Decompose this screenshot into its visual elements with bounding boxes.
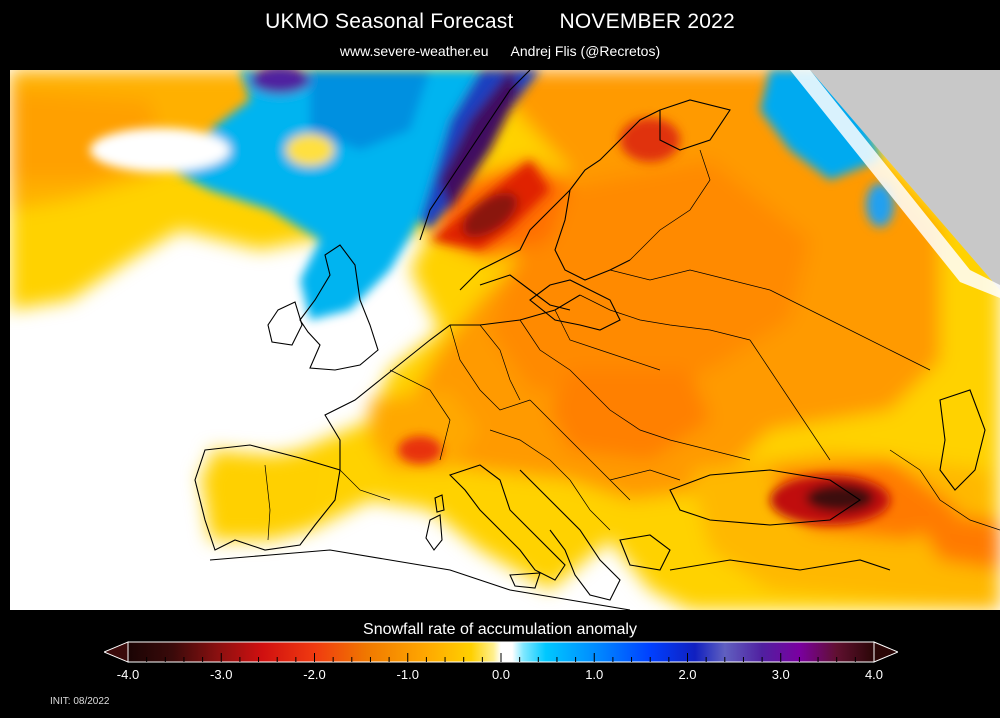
map-canvas (10, 70, 1000, 610)
author-credit: Andrej Flis (@Recretos) (510, 43, 661, 59)
no-data-region (810, 70, 1000, 290)
colorbar-tick-label: -1.0 (396, 667, 419, 682)
anomaly-map (10, 70, 1000, 610)
colorbar-ticks (146, 653, 856, 662)
colorbar-tick-label: -3.0 (210, 667, 233, 682)
header: UKMO Seasonal Forecast NOVEMBER 2022 www.… (0, 0, 1000, 70)
colorbar-tick-label: 3.0 (771, 667, 790, 682)
colorbar-min-arrow (104, 641, 129, 663)
colorbar-tick-label: 2.0 (678, 667, 697, 682)
colorbar-tick-label: 0.0 (491, 667, 511, 682)
colorbar-tick-label: 4.0 (864, 667, 884, 682)
forecast-period: NOVEMBER 2022 (559, 10, 735, 33)
colorbar-tick-label: -4.0 (116, 667, 140, 682)
website-credit: www.severe-weather.eu (339, 43, 489, 59)
colorbar-tick-label: -2.0 (303, 667, 326, 682)
credit-line: www.severe-weather.eu Andrej Flis (@Recre… (0, 43, 1000, 59)
colorbar (104, 639, 898, 665)
forecast-title: UKMO Seasonal Forecast (265, 10, 514, 33)
title-line: UKMO Seasonal Forecast NOVEMBER 2022 (0, 10, 1000, 34)
colorbar-tick-label: 1.0 (585, 667, 604, 682)
colorbar-graphic (104, 641, 898, 663)
colorbar-title: Snowfall rate of accumulation anomaly (363, 621, 637, 638)
country-borders (264, 149, 1000, 541)
init-date: INIT: 08/2022 (50, 696, 110, 707)
colorbar-max-arrow (873, 641, 898, 663)
